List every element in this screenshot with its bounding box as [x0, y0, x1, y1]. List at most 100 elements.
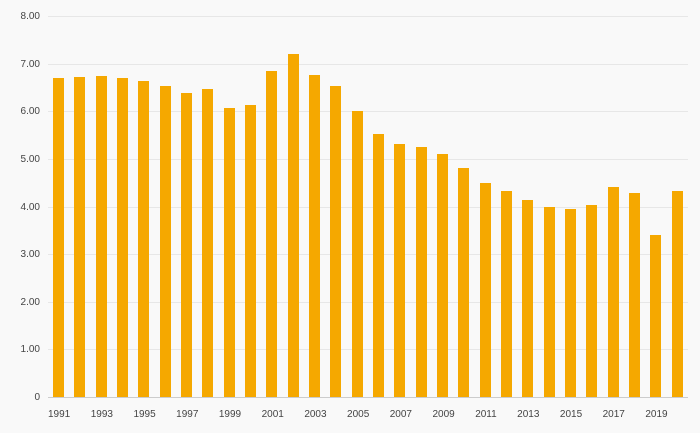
bar-slot [432, 17, 453, 398]
gridline [48, 158, 688, 160]
y-tick-label: 3.00 [20, 249, 40, 261]
bar-slot [197, 17, 218, 398]
x-tick-label [70, 409, 90, 425]
x-tick-label: 1997 [176, 409, 199, 420]
x-tick-label: 2003 [304, 409, 327, 420]
bar-slot [667, 17, 688, 398]
bar-slot [603, 17, 624, 398]
bar-2014[interactable] [543, 206, 555, 398]
bar-2000[interactable] [245, 105, 257, 398]
x-tick-label: 2007 [389, 409, 412, 420]
bar-1999[interactable] [223, 107, 235, 398]
gridline [48, 63, 688, 65]
x-tick-label: 1995 [133, 409, 156, 420]
bar-slot [453, 17, 474, 398]
bar-2002[interactable] [287, 54, 299, 398]
y-tick-label: 7.00 [20, 58, 40, 70]
bar-2019[interactable] [650, 234, 662, 398]
bar-slot [475, 17, 496, 398]
plot-area [48, 16, 688, 398]
bar-slot [347, 17, 368, 398]
x-tick-label: 1991 [48, 409, 71, 420]
bar-1991[interactable] [53, 77, 65, 398]
bar-2008[interactable] [415, 147, 427, 398]
bar-slot [539, 17, 560, 398]
bar-slot [112, 17, 133, 398]
bar-slot [155, 17, 176, 398]
bar-slot [389, 17, 410, 398]
bar-slot [624, 17, 645, 398]
bar-2013[interactable] [522, 200, 534, 398]
gridline [48, 111, 688, 113]
bar-2017[interactable] [607, 187, 619, 398]
bar-slot [581, 17, 602, 398]
x-tick-label [539, 409, 559, 425]
bar-2012[interactable] [501, 190, 513, 398]
bar-2020[interactable] [671, 190, 683, 398]
x-tick-label: 2013 [517, 409, 540, 420]
x-tick-label: 2005 [347, 409, 370, 420]
bar-1997[interactable] [181, 93, 193, 398]
x-tick-label: 2019 [645, 409, 668, 420]
bar-1994[interactable] [117, 77, 129, 398]
x-tick-label [412, 409, 432, 425]
x-tick-label [113, 409, 133, 425]
gridline [48, 16, 688, 17]
bar-1995[interactable] [138, 81, 150, 398]
y-tick-label: 2.00 [20, 296, 40, 308]
gridline [48, 206, 688, 208]
x-tick-label [497, 409, 517, 425]
x-tick-label [369, 409, 389, 425]
y-tick-label: 4.00 [20, 201, 40, 213]
bar-slot [69, 17, 90, 398]
bar-2007[interactable] [394, 144, 406, 398]
x-tick-label [327, 409, 347, 425]
bar-2016[interactable] [586, 205, 598, 398]
bar-slot [261, 17, 282, 398]
bar-slot [411, 17, 432, 398]
y-tick-label: 5.00 [20, 153, 40, 165]
bar-slot [48, 17, 69, 398]
bar-2001[interactable] [266, 70, 278, 398]
x-tick-label [625, 409, 645, 425]
bar-1998[interactable] [202, 89, 214, 398]
bar-2011[interactable] [479, 182, 491, 398]
bar-1996[interactable] [159, 86, 171, 398]
y-tick-label: 6.00 [20, 106, 40, 118]
x-tick-label: 1993 [90, 409, 113, 420]
bar-2015[interactable] [565, 208, 577, 398]
gridline [48, 301, 688, 303]
x-tick-label [156, 409, 176, 425]
bars-container [48, 17, 688, 398]
bar-2005[interactable] [351, 111, 363, 398]
x-tick-label [582, 409, 602, 425]
x-tick-label: 2017 [602, 409, 625, 420]
bar-1992[interactable] [74, 76, 86, 398]
bar-slot [325, 17, 346, 398]
bar-1993[interactable] [95, 75, 107, 398]
bar-slot [240, 17, 261, 398]
y-tick-label: 8.00 [20, 11, 40, 22]
bar-2009[interactable] [437, 154, 449, 398]
bar-slot [560, 17, 581, 398]
x-tick-label [198, 409, 218, 425]
bar-2018[interactable] [629, 193, 641, 398]
bar-2003[interactable] [309, 75, 321, 398]
y-tick-label: 0 [34, 392, 40, 403]
bar-slot [176, 17, 197, 398]
bar-slot [304, 17, 325, 398]
x-tick-label [241, 409, 261, 425]
bar-2004[interactable] [330, 86, 342, 398]
bar-slot [133, 17, 154, 398]
bar-slot [283, 17, 304, 398]
x-axis-labels: 1991 1993 1995 1997 1999 2001 2003 2005 2007 2009… [48, 409, 688, 425]
gridline [48, 349, 688, 351]
bar-2010[interactable] [458, 167, 470, 398]
y-axis-labels: 0 1.00 2.00 3.00 4.00 5.00 6.00 7.00 8.00 [0, 12, 40, 403]
bar-2006[interactable] [373, 133, 385, 398]
bar-slot [368, 17, 389, 398]
x-tick-label [668, 409, 688, 425]
x-tick-label: 2001 [261, 409, 284, 420]
y-tick-label: 1.00 [20, 344, 40, 356]
